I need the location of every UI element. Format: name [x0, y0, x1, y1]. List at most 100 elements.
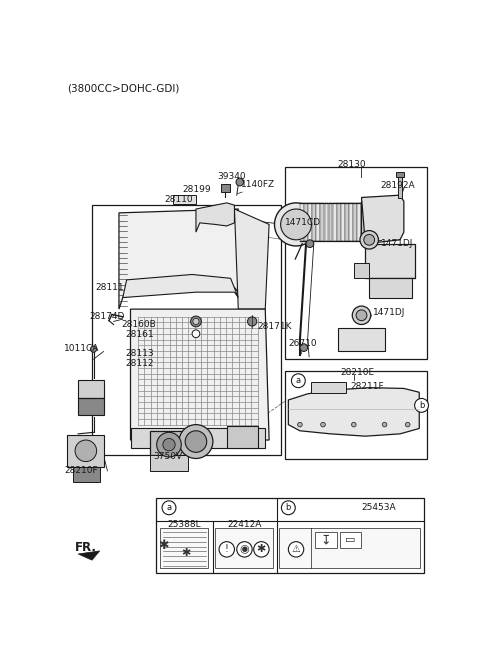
Text: ⚠: ⚠	[292, 544, 300, 555]
Polygon shape	[354, 263, 369, 279]
Bar	[173, 195, 196, 204]
Circle shape	[179, 424, 213, 458]
Polygon shape	[78, 380, 104, 398]
Text: a: a	[296, 376, 301, 385]
Bar	[312, 382, 346, 393]
Circle shape	[281, 501, 295, 515]
Bar	[329, 203, 333, 242]
Polygon shape	[150, 456, 188, 471]
Polygon shape	[288, 387, 419, 436]
Circle shape	[191, 316, 201, 327]
Bar	[279, 528, 420, 568]
Bar	[308, 203, 312, 242]
Polygon shape	[78, 398, 104, 415]
Circle shape	[382, 422, 387, 427]
Circle shape	[291, 374, 305, 387]
Text: ✱: ✱	[158, 539, 169, 552]
Polygon shape	[365, 243, 415, 279]
Text: 1471DJ: 1471DJ	[373, 309, 406, 318]
Polygon shape	[338, 328, 384, 352]
Circle shape	[219, 542, 234, 557]
Bar	[160, 528, 208, 568]
Circle shape	[415, 398, 429, 412]
Polygon shape	[150, 431, 188, 456]
Bar	[215, 528, 273, 568]
Bar	[324, 203, 328, 242]
Polygon shape	[73, 467, 100, 482]
Circle shape	[360, 230, 378, 249]
Text: 28160B: 28160B	[121, 320, 156, 329]
Text: 28210E: 28210E	[340, 368, 374, 377]
Circle shape	[185, 431, 207, 452]
Bar	[353, 203, 357, 242]
Polygon shape	[131, 428, 265, 448]
Bar	[321, 203, 324, 242]
Circle shape	[306, 240, 314, 247]
Text: 25388L: 25388L	[168, 520, 201, 529]
Bar	[221, 184, 230, 192]
Circle shape	[364, 234, 374, 245]
Bar	[337, 203, 341, 242]
Bar	[285, 370, 427, 459]
Circle shape	[254, 542, 269, 557]
Text: ✱: ✱	[257, 544, 266, 555]
Text: ✱: ✱	[181, 548, 191, 558]
Circle shape	[75, 440, 96, 462]
Circle shape	[163, 439, 175, 450]
Text: ◉: ◉	[240, 544, 249, 555]
Circle shape	[248, 317, 257, 326]
Text: ↧: ↧	[321, 534, 331, 547]
Polygon shape	[67, 435, 104, 467]
Bar	[156, 498, 424, 574]
Text: !: !	[225, 544, 228, 555]
Text: a: a	[167, 503, 171, 512]
Text: 28130: 28130	[337, 160, 365, 169]
Circle shape	[275, 203, 318, 246]
Bar	[361, 203, 365, 242]
Text: 28210F: 28210F	[64, 466, 98, 475]
Circle shape	[193, 318, 199, 324]
Text: 1011CA: 1011CA	[64, 344, 100, 353]
Circle shape	[356, 310, 367, 321]
Text: 28211F: 28211F	[350, 381, 384, 391]
Text: FR.: FR.	[75, 542, 97, 554]
Circle shape	[288, 542, 304, 557]
Circle shape	[237, 542, 252, 557]
Polygon shape	[234, 209, 269, 309]
Text: 28112: 28112	[125, 359, 154, 368]
Circle shape	[321, 422, 325, 427]
Text: 39340: 39340	[217, 172, 246, 181]
Polygon shape	[123, 275, 238, 298]
Text: 28110: 28110	[164, 195, 193, 204]
Text: 3750V: 3750V	[154, 452, 183, 462]
Text: 1140FZ: 1140FZ	[241, 180, 276, 189]
Text: 28113: 28113	[125, 350, 154, 358]
Text: 28171K: 28171K	[258, 322, 292, 331]
Polygon shape	[361, 195, 404, 243]
Circle shape	[351, 422, 356, 427]
Bar	[333, 203, 336, 242]
Circle shape	[298, 422, 302, 427]
Bar	[304, 203, 308, 242]
Bar	[396, 172, 404, 176]
Text: (3800CC>DOHC-GDI): (3800CC>DOHC-GDI)	[67, 84, 180, 94]
Text: 1471DJ: 1471DJ	[381, 239, 413, 248]
Bar	[300, 203, 304, 242]
Polygon shape	[78, 551, 100, 560]
Text: 26710: 26710	[288, 339, 317, 348]
Polygon shape	[361, 197, 392, 240]
Polygon shape	[131, 309, 269, 440]
Circle shape	[192, 330, 200, 338]
Bar	[285, 167, 427, 359]
Circle shape	[162, 501, 176, 515]
Bar	[315, 533, 337, 548]
Circle shape	[156, 432, 181, 457]
Text: 28192A: 28192A	[381, 182, 415, 191]
Circle shape	[90, 346, 96, 352]
Circle shape	[300, 344, 308, 352]
Circle shape	[236, 178, 244, 186]
Text: ▭: ▭	[346, 535, 356, 545]
Text: 28111: 28111	[95, 283, 124, 292]
Bar	[312, 203, 316, 242]
Bar	[345, 203, 349, 242]
